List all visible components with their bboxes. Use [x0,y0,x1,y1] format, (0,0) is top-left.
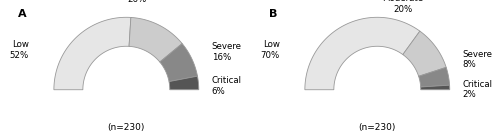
Text: Moderate
20%: Moderate 20% [382,0,423,14]
Polygon shape [403,31,446,76]
Polygon shape [129,17,182,62]
Text: Critical
6%: Critical 6% [212,76,242,96]
Text: Critical
2%: Critical 2% [463,80,493,99]
Text: A: A [18,9,26,19]
Polygon shape [160,44,198,82]
Text: Severe
8%: Severe 8% [463,50,493,69]
Polygon shape [305,17,420,90]
Text: Severe
16%: Severe 16% [212,42,242,62]
Text: B: B [268,9,277,19]
Polygon shape [418,67,450,87]
Text: Low
70%: Low 70% [260,40,280,60]
Polygon shape [169,76,199,90]
Polygon shape [54,17,131,90]
Text: Moderate
26%: Moderate 26% [116,0,158,4]
Text: (n=230): (n=230) [108,123,145,132]
Text: Low
52%: Low 52% [10,40,29,60]
Text: (n=230): (n=230) [358,123,396,132]
Polygon shape [420,85,450,90]
